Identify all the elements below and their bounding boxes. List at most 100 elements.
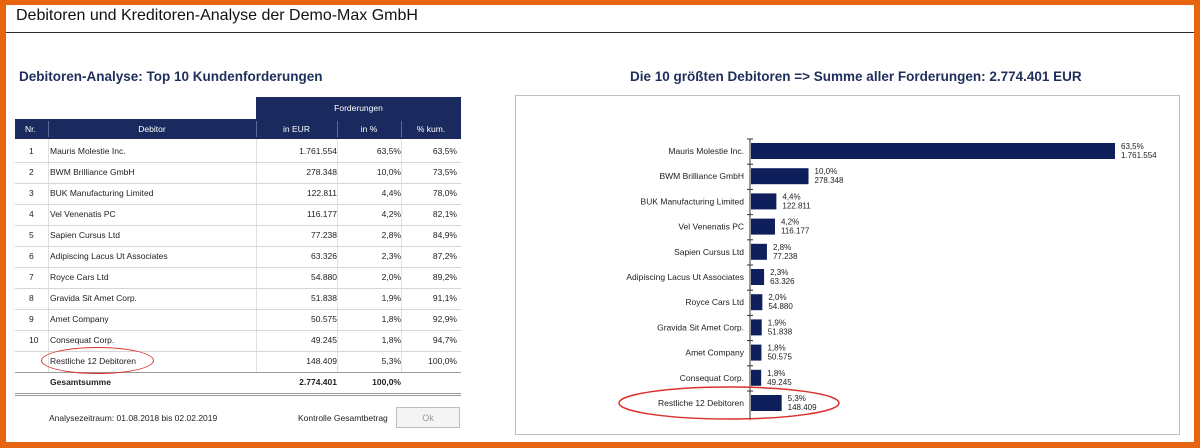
chart-bar [751,344,762,361]
chart-bar [751,369,762,386]
row-kum: 100,0% [428,356,457,366]
percent-label: 2,8% [773,243,791,252]
percent-label: 63,5% [1121,142,1144,151]
value-label: 122.811 [782,201,811,210]
row-kum: 92,9% [432,314,457,324]
table-row: 9 Amet Company 50.575 1,8% 92,9% [15,309,461,331]
value-label: 116.177 [781,227,810,236]
percent-label: 1,8% [767,369,785,378]
category-label: Adipiscing Lacus Ut Associates [626,272,744,282]
percent-label: 10,0% [815,167,838,176]
category-label: Royce Cars Ltd [685,297,744,307]
row-debitor: BWM Brilliance GmbH [50,167,135,177]
chart-bar [751,168,809,185]
chart-bar [751,269,765,285]
row-kum: 82,1% [432,209,457,219]
percent-label: 1,8% [767,344,785,353]
total-pct: 100,0% [372,377,401,387]
row-debitor: Amet Company [50,314,109,324]
header-debitor: Debitor [138,124,166,134]
table-row: 5 Sapien Cursus Ltd 77.238 2,8% 84,9% [15,225,461,247]
row-kum: 91,1% [432,293,457,303]
row-kum: 87,2% [432,251,457,261]
row-nr: 7 [29,272,34,282]
value-label: 54.880 [768,302,793,311]
analysis-period: Analysezeitraum: 01.08.2018 bis 02.02.20… [49,413,218,423]
value-label: 148.409 [788,403,817,412]
header-nr: Nr. [25,124,36,134]
percent-label: 4,2% [781,218,799,227]
table-row: 7 Royce Cars Ltd 54.880 2,0% 89,2% [15,267,461,289]
table-row: 4 Vel Venenatis PC 116.177 4,2% 82,1% [15,204,461,226]
row-debitor: Adipiscing Lacus Ut Associates [50,251,168,261]
percent-label: 4,4% [782,192,800,201]
value-label: 49.245 [767,378,792,387]
total-label: Gesamtsumme [50,377,111,387]
row-nr: 8 [29,293,34,303]
row-kum: 89,2% [432,272,457,282]
row-debitor: Mauris Molestie Inc. [50,146,126,156]
table-section-title: Debitoren-Analyse: Top 10 Kundenforderun… [19,69,323,84]
row-pct: 63,5% [376,146,401,156]
table-row: 6 Adipiscing Lacus Ut Associates 63.326 … [15,246,461,268]
column-divider [256,139,257,372]
table-row: 10 Consequat Corp. 49.245 1,8% 94,7% [15,330,461,352]
row-pct: 2,3% [381,251,401,261]
chart-bar [751,243,767,260]
header-divider [337,121,338,137]
row-pct: 1,9% [381,293,401,303]
row-pct: 10,0% [376,167,401,177]
column-divider [337,139,338,372]
row-pct: 4,2% [381,209,401,219]
row-pct: 2,8% [381,230,401,240]
value-label: 50.575 [767,353,792,362]
row-debitor: Vel Venenatis PC [50,209,116,219]
highlight-ellipse [41,347,154,374]
category-label: Vel Venenatis PC [678,222,744,232]
row-pct: 2,0% [381,272,401,282]
header-pct: in % [360,124,378,134]
chart-bar [751,218,776,235]
chart-frame: Mauris Molestie Inc. 63,5% 1.761.554 BWM Br… [515,95,1180,435]
category-label: Consequat Corp. [680,373,744,383]
header-kum: % kum. [416,124,446,134]
row-pct: 5,3% [381,356,401,366]
row-debitor: Royce Cars Ltd [50,272,109,282]
category-label: BUK Manufacturing Limited [641,196,745,206]
chart-highlight-ellipse [618,386,840,420]
category-label: BWM Brilliance GmbH [659,171,744,181]
category-label: Mauris Molestie Inc. [668,146,744,156]
chart-bar [751,193,777,210]
percent-label: 2,3% [770,268,788,277]
table-header-row: Nr. Debitor in EUR in % % kum. [15,119,461,139]
title-bar: Debitoren und Kreditoren-Analyse der Dem… [6,5,1194,33]
group-header-forderungen: Forderungen [256,97,461,119]
table-row: 8 Gravida Sit Amet Corp. 51.838 1,9% 91,… [15,288,461,310]
column-divider [401,139,402,372]
header-divider [256,121,257,137]
chart-section-title: Die 10 größten Debitoren => Summe aller … [630,69,1082,84]
column-divider [48,139,49,372]
ok-button[interactable]: Ok [396,407,460,428]
total-eur: 2.774.401 [299,377,337,387]
category-label: Sapien Cursus Ltd [674,247,744,257]
value-label: 278.348 [815,176,844,185]
table-row: 2 BWM Brilliance GmbH 278.348 10,0% 73,5… [15,162,461,184]
row-kum: 84,9% [432,230,457,240]
row-eur: 54.880 [311,272,337,282]
app-window: Debitoren und Kreditoren-Analyse der Dem… [6,5,1194,442]
row-pct: 4,4% [381,188,401,198]
check-total-label: Kontrolle Gesamtbetrag [298,413,388,423]
row-pct: 1,8% [381,314,401,324]
row-nr: 3 [29,188,34,198]
percent-label: 1,9% [768,318,786,327]
table-row: 3 BUK Manufacturing Limited 122.811 4,4%… [15,183,461,205]
row-eur: 49.245 [311,335,337,345]
row-nr: 6 [29,251,34,261]
row-debitor: Consequat Corp. [50,335,115,345]
row-eur: 278.348 [306,167,337,177]
row-eur: 50.575 [311,314,337,324]
row-eur: 77.238 [311,230,337,240]
value-label: 63.326 [770,277,795,286]
row-eur: 51.838 [311,293,337,303]
